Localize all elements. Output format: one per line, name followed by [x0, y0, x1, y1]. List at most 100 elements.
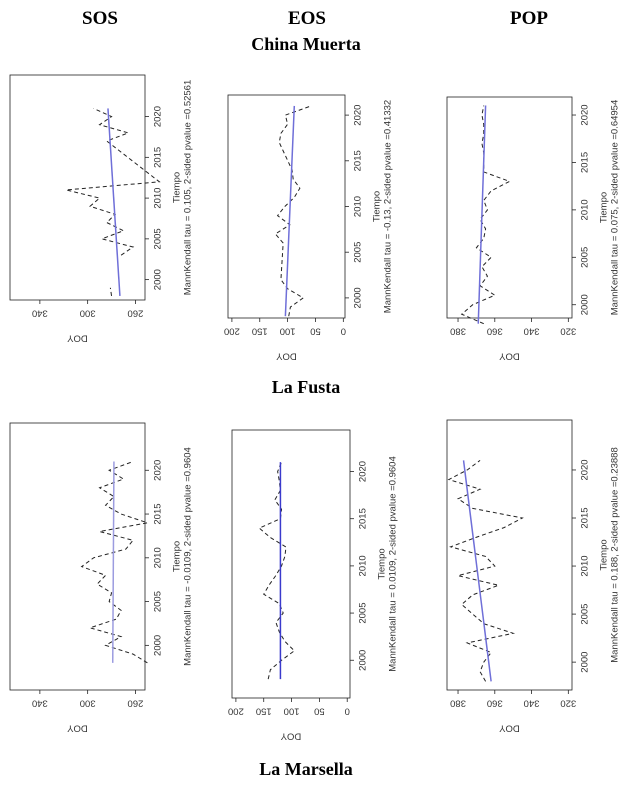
trend-line [462, 460, 492, 682]
x-axis-label: Tiempo [377, 548, 388, 579]
y-axis-label: DOY [499, 722, 520, 733]
x-tick-label: 2000 [353, 287, 364, 308]
x-tick-label: 2010 [153, 547, 164, 568]
panel: 2000 2005 2010 2015 2020 0 50 100 150 200 Tiempo Ma… [228, 429, 399, 741]
x-tick-label: 2015 [580, 507, 591, 528]
y-tick-label: 340 [32, 697, 48, 708]
panel: 2000 2005 2010 2015 2020 320 340 360 380 Tiempo Ma… [446, 419, 621, 733]
data-line [274, 105, 312, 317]
panel: 2000 2005 2010 2015 2020 260 300 340 Tiempo MannK… [9, 422, 194, 733]
y-tick-label: 150 [256, 705, 272, 716]
y-tick-label: 260 [128, 307, 144, 318]
y-tick-label: 50 [310, 325, 321, 336]
y-tick-label: 50 [314, 705, 325, 716]
x-tick-label: 2000 [580, 294, 591, 315]
y-tick-label: 320 [560, 697, 576, 708]
x-axis-label: Tiempo [172, 172, 183, 203]
plot-frame [446, 419, 573, 691]
x-axis-label: Tiempo [599, 539, 610, 570]
x-tick-label: 2010 [580, 555, 591, 576]
mann-kendall-label: MannKendall tau = -0.13, 2-sided pvalue … [383, 100, 394, 313]
x-tick-label: 2010 [580, 199, 591, 220]
x-tick-label: 2000 [153, 635, 164, 656]
x-tick-label: 2010 [153, 188, 164, 209]
site-label: La Marsella [259, 759, 352, 779]
mann-kendall-label: MannKendall tau = -0.0109, 2-sided pvalu… [183, 447, 194, 666]
x-tick-label: 2015 [153, 147, 164, 168]
y-tick-label: 200 [224, 325, 240, 336]
y-tick-label: 340 [524, 325, 540, 336]
y-tick-label: 100 [280, 325, 296, 336]
mann-kendall-label: MannKendall tau = 0.0109, 2-sided pvalue… [388, 456, 399, 672]
y-axis-label: DOY [280, 730, 301, 741]
x-tick-label: 2010 [353, 196, 364, 217]
plot-frame [231, 429, 351, 699]
y-axis-label: DOY [67, 722, 88, 733]
x-tick-label: 2020 [353, 105, 364, 126]
x-tick-label: 2020 [580, 459, 591, 480]
x-tick-label: 2000 [358, 650, 369, 671]
x-tick-label: 2005 [580, 247, 591, 268]
data-line [66, 107, 161, 296]
plot-frame [9, 422, 146, 691]
y-tick-label: 380 [450, 325, 466, 336]
y-tick-label: 0 [345, 705, 350, 716]
data-line [460, 105, 511, 325]
x-tick-label: 2020 [358, 461, 369, 482]
column-header: EOS [288, 8, 326, 29]
data-line [258, 461, 296, 680]
y-axis-label: DOY [499, 350, 520, 361]
y-tick-label: 380 [450, 697, 466, 708]
x-axis-label: Tiempo [172, 541, 183, 572]
y-tick-label: 260 [128, 697, 144, 708]
y-tick-label: 100 [284, 705, 300, 716]
y-tick-label: 300 [80, 307, 96, 318]
plot-frame [446, 96, 573, 319]
y-tick-label: 320 [560, 325, 576, 336]
panel: 2000 2005 2010 2015 2020 260 300 340 Tiempo MannK… [9, 74, 194, 343]
x-tick-label: 2000 [580, 652, 591, 673]
y-tick-label: 300 [80, 697, 96, 708]
column-header: SOS [82, 8, 118, 29]
x-tick-label: 2005 [153, 591, 164, 612]
trend-line [111, 461, 115, 663]
mann-kendall-label: MannKendall tau = 0.188, 2-sided pvalue … [610, 447, 621, 663]
y-tick-label: 150 [252, 325, 268, 336]
x-tick-label: 2000 [153, 269, 164, 290]
y-axis-label: DOY [67, 332, 88, 343]
x-tick-label: 2015 [353, 150, 364, 171]
x-tick-label: 2020 [580, 104, 591, 125]
x-tick-label: 2005 [353, 242, 364, 263]
mann-kendall-label: MannKendall tau = 0.075, 2-sided pvalue … [610, 100, 621, 316]
y-tick-label: 200 [228, 705, 244, 716]
site-label: La Fusta [272, 377, 341, 397]
site-label: China Muerta [251, 34, 361, 54]
x-tick-label: 2005 [580, 604, 591, 625]
data-line [80, 461, 148, 664]
x-tick-label: 2015 [153, 503, 164, 524]
y-tick-label: 360 [487, 697, 503, 708]
plot-frame [9, 74, 146, 301]
trend-line [284, 105, 296, 317]
x-tick-label: 2020 [153, 106, 164, 127]
mann-kendall-label: MannKendall tau = 0.105, 2-sided pvalue … [183, 80, 194, 296]
x-axis-label: Tiempo [599, 192, 610, 223]
x-tick-label: 2010 [358, 555, 369, 576]
y-axis-label: DOY [276, 350, 297, 361]
x-tick-label: 2005 [153, 228, 164, 249]
x-axis-label: Tiempo [372, 191, 383, 222]
trend-line [477, 105, 487, 324]
trend-line [107, 108, 121, 296]
x-tick-label: 2015 [358, 508, 369, 529]
x-tick-label: 2020 [153, 460, 164, 481]
data-line [447, 459, 524, 682]
x-tick-label: 2015 [580, 152, 591, 173]
y-tick-label: 340 [32, 307, 48, 318]
y-tick-label: 0 [341, 325, 346, 336]
y-tick-label: 360 [487, 325, 503, 336]
panel: 2000 2005 2010 2015 2020 0 50 100 150 200 Tiempo Ma… [224, 94, 394, 361]
y-tick-label: 340 [524, 697, 540, 708]
column-header: POP [510, 8, 548, 29]
x-tick-label: 2005 [358, 603, 369, 624]
